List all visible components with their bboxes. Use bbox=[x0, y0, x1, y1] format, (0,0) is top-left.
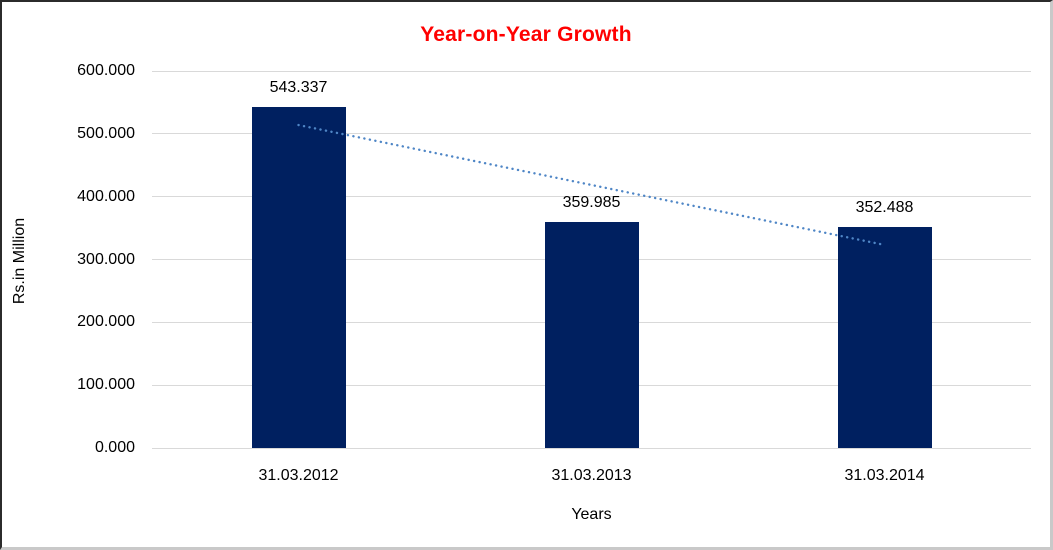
bar-31.03.2014 bbox=[837, 226, 932, 448]
x-tick-label: 31.03.2013 bbox=[551, 467, 632, 484]
gridline bbox=[152, 70, 1031, 72]
bar-value-label: 543.337 bbox=[269, 78, 328, 96]
bar-value-label: 352.488 bbox=[855, 198, 914, 216]
x-tick-label: 31.03.2014 bbox=[844, 467, 925, 484]
y-tick-label: 600.000 bbox=[77, 62, 135, 79]
plot-area: 543.337 359.985 352.488 bbox=[152, 70, 1031, 449]
gridline bbox=[152, 447, 1031, 449]
y-tick-label: 200.000 bbox=[77, 313, 135, 331]
x-axis-title: Years bbox=[571, 506, 612, 523]
chart-title: Year-on-Year Growth bbox=[420, 23, 632, 46]
y-tick-label: 100.000 bbox=[77, 376, 135, 394]
y-tick-label: 0.000 bbox=[94, 439, 135, 456]
y-tick-label: 500.000 bbox=[77, 124, 135, 142]
bar-31.03.2013 bbox=[544, 221, 639, 448]
bar-31.03.2012 bbox=[251, 106, 346, 448]
x-tick-label: 31.03.2012 bbox=[258, 467, 339, 484]
y-tick-label: 300.000 bbox=[77, 250, 135, 268]
y-tick-label: 400.000 bbox=[77, 187, 135, 205]
bar-value-label: 359.985 bbox=[562, 193, 621, 211]
